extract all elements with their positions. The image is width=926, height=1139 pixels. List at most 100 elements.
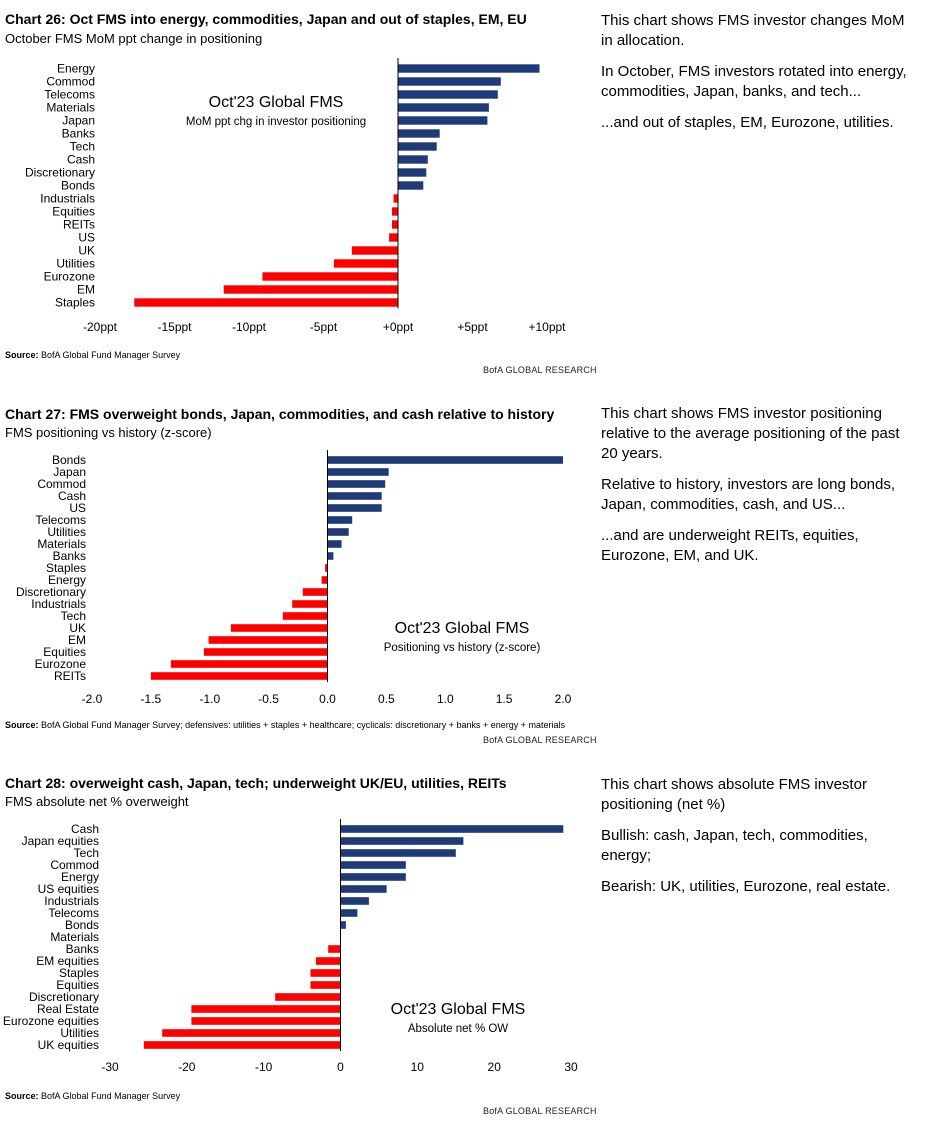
source-text: BofA Global Fund Manager Survey [41,350,181,360]
category-label: Banks [53,549,86,563]
commentary-paragraph: Bearish: UK, utilities, Eurozone, real e… [601,878,891,895]
bar-materials [398,103,489,112]
category-label: Japan [62,114,95,128]
category-label: Staples [46,561,86,575]
bar-industrials [292,600,328,608]
category-label: Cash [58,489,86,503]
category-label: Discretionary [25,166,95,180]
chart-subtitle: FMS absolute net % overweight [5,794,189,809]
category-label: US [69,501,86,515]
bar-bonds [340,921,346,929]
bar-tech [398,142,437,151]
category-label: Tech [74,846,99,860]
x-tick-label: 0.5 [378,692,395,706]
category-label: Discretionary [16,585,86,599]
x-tick-label: 0.0 [319,692,336,706]
chart-annotation-subtitle: Positioning vs history (z-score) [384,642,541,654]
category-label: Commod [46,75,95,89]
chart-annotation-title: Oct'23 Global FMS [209,94,344,111]
bar-cash [327,492,382,500]
chart-annotation-title: Oct'23 Global FMS [391,1001,526,1018]
bar-cash [340,825,564,833]
chart-title: Chart 28: overweight cash, Japan, tech; … [5,775,507,791]
category-label: Industrials [40,192,95,206]
bar-eurozone-equities [191,1017,341,1025]
bar-energy [398,64,540,73]
x-tick-label: -20ppt [83,320,118,334]
source-note: Source: BofA Global Fund Manager Survey [5,1091,180,1101]
bar-energy [340,873,406,881]
x-tick-label: -10ppt [232,320,267,334]
bar-cash [398,155,428,164]
category-label: Utilities [47,525,86,539]
category-label: EM equities [36,954,99,968]
category-label: Commod [50,858,99,872]
bar-japan-equities [340,837,464,845]
commentary-paragraph: This chart shows FMS investor changes Mo… [601,12,905,49]
chart-title: Chart 27: FMS overweight bonds, Japan, c… [5,406,555,422]
category-label: Energy [57,62,95,76]
bar-commod [340,861,406,869]
commentary-paragraph: In October, FMS investors rotated into e… [601,63,907,100]
chart-subtitle: FMS positioning vs history (z-score) [5,425,212,440]
bar-discretionary [398,168,427,177]
bar-utilities [162,1029,341,1037]
commentary-paragraph: Bullish: cash, Japan, tech, commodities,… [601,827,868,864]
category-label: Tech [70,140,95,154]
bar-utilities [333,259,398,268]
x-tick-label: 10 [411,1060,425,1074]
category-label: Equities [43,645,86,659]
category-label: UK [78,244,95,258]
bar-chart-26: EnergyCommodTelecomsMaterialsJapanBanksT… [25,58,566,334]
x-tick-label: -1.5 [141,692,162,706]
bar-staples [325,564,328,572]
bar-em [208,636,328,644]
category-label: Materials [37,537,86,551]
category-label: UK [69,621,86,635]
category-label: Energy [61,870,99,884]
chart-annotation-subtitle: MoM ppt chg in investor positioning [186,116,366,128]
category-label: REITs [54,669,86,683]
bar-uk [230,624,328,632]
source-label: Source: [5,350,39,360]
category-label: EM [68,633,86,647]
chart-panel-26: Chart 26: Oct FMS into energy, commoditi… [0,0,926,380]
bar-us [389,233,398,242]
category-label: Energy [48,573,86,587]
x-tick-label: -0.5 [258,692,279,706]
chart-subtitle: October FMS MoM ppt change in positionin… [5,31,263,46]
category-label: Telecoms [44,88,95,102]
category-label: Industrials [31,597,86,611]
category-label: Eurozone equities [3,1014,99,1028]
x-tick-label: +10ppt [528,320,566,334]
category-label: Cash [71,822,99,836]
x-tick-label: -15ppt [157,320,192,334]
brand-label: BofA GLOBAL RESEARCH [483,365,597,375]
category-label: Eurozone [44,270,96,284]
bar-reits [150,672,328,680]
category-label: Utilities [56,257,95,271]
bar-equities [203,648,328,656]
commentary-paragraph: This chart shows absolute FMS investor p… [601,776,867,813]
category-label: Materials [50,930,99,944]
bar-industrials [393,194,398,203]
commentary-paragraph: ...and out of staples, EM, Eurozone, uti… [601,114,894,131]
brand-label: BofA GLOBAL RESEARCH [483,735,597,745]
bar-discretionary [275,993,341,1001]
bar-telecoms [398,90,498,99]
x-tick-label: -20 [178,1060,196,1074]
commentary: This chart shows FMS investor changes Mo… [601,11,919,144]
category-label: Equities [56,978,99,992]
category-label: US [78,231,95,245]
bar-tech [340,849,456,857]
x-tick-label: +5ppt [457,320,488,334]
category-label: Bonds [52,453,86,467]
bar-eurozone [262,272,398,281]
category-label: Tech [61,609,86,623]
commentary-paragraph: This chart shows FMS investor positionin… [601,405,900,462]
bar-equities [392,207,398,216]
bar-energy [321,576,328,584]
source-label: Source: [5,720,39,730]
bar-bonds [398,181,424,190]
x-tick-label: -10 [255,1060,273,1074]
